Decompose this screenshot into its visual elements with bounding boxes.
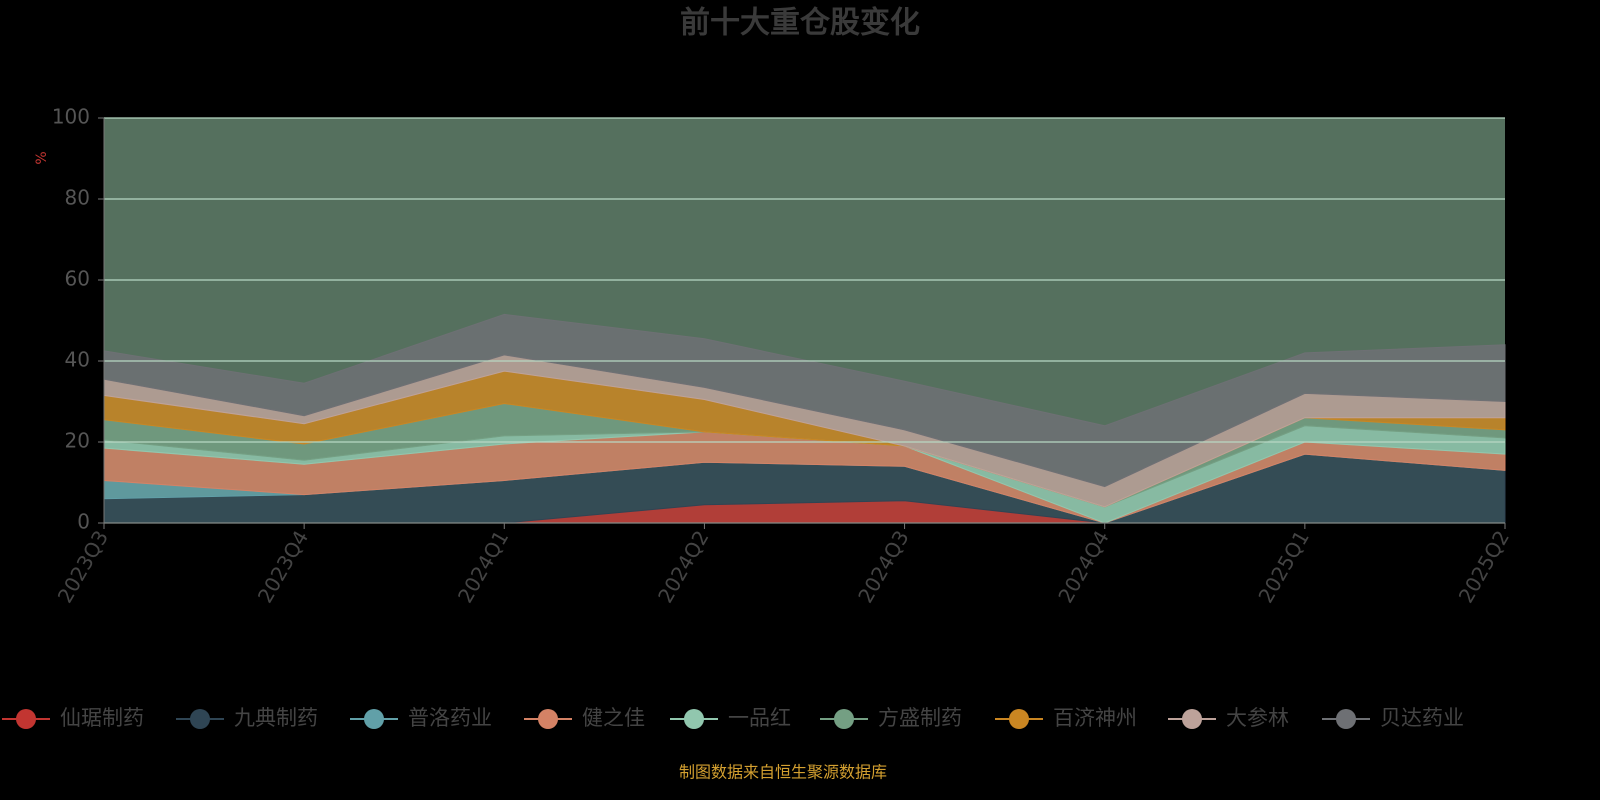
area <box>103 313 1506 488</box>
legend-marker <box>1009 709 1029 729</box>
legend-marker <box>364 709 384 729</box>
y-tick-label: 80 <box>65 186 90 210</box>
legend-label: 健之佳 <box>582 706 645 730</box>
legend-label: 九典制药 <box>234 706 318 730</box>
legend-marker <box>684 709 704 729</box>
legend-label: 大参林 <box>1226 706 1289 730</box>
y-tick-label: 20 <box>65 429 90 453</box>
y-tick-label: 40 <box>65 348 90 372</box>
legend-label: 百济神州 <box>1053 706 1137 730</box>
chart-title: 前十大重仓股变化 <box>680 6 920 41</box>
source-note: 制图数据来自恒生聚源数据库 <box>679 763 887 782</box>
legend-label: 普洛药业 <box>408 706 492 730</box>
legend-marker <box>190 709 210 729</box>
legend-label: 仙琚制药 <box>60 706 144 730</box>
legend-marker <box>834 709 854 729</box>
legend-label: 一品红 <box>728 706 791 730</box>
y-tick-label: 60 <box>65 267 90 291</box>
legend-label: 贝达药业 <box>1380 706 1464 730</box>
y-tick-label: 0 <box>77 510 90 534</box>
y-tick-label: 100 <box>52 105 90 129</box>
y-axis-label: % <box>34 151 50 164</box>
legend-label: 方盛制药 <box>878 706 962 730</box>
legend-marker <box>16 709 36 729</box>
legend-marker <box>1182 709 1202 729</box>
legend-marker <box>1336 709 1356 729</box>
legend-marker <box>538 709 558 729</box>
